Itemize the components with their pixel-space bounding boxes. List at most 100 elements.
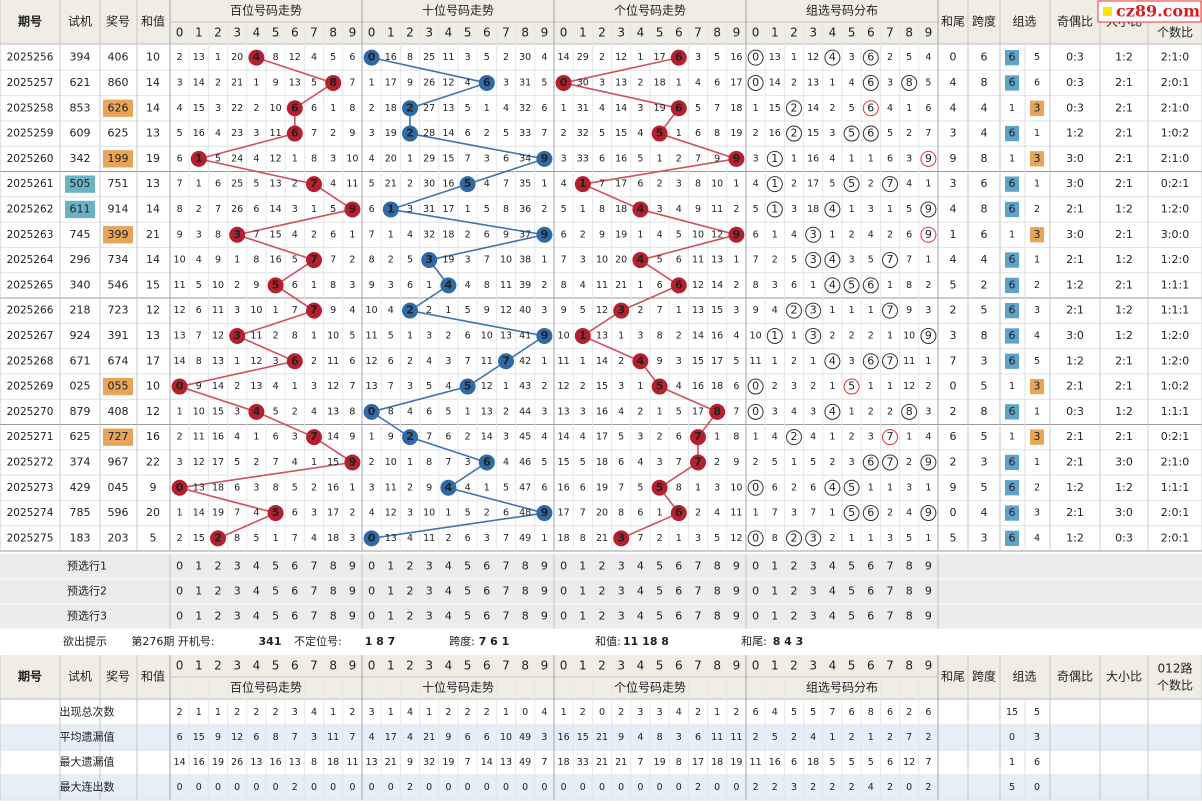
miss-count: 2 <box>676 330 682 341</box>
group-digit: 6 <box>867 76 874 89</box>
stats-value: 0 <box>599 782 605 793</box>
miss-count: 5 <box>330 204 336 215</box>
preselect-digit: 5 <box>464 610 471 623</box>
miss-count: 11 <box>385 482 397 493</box>
miss-count: 8 <box>503 204 509 215</box>
group6-box <box>1005 505 1019 521</box>
header-digit: 9 <box>349 659 357 673</box>
miss-count: 5 <box>253 179 259 190</box>
sum-tail: 2 <box>950 405 957 418</box>
miss-count: 3 <box>465 457 471 468</box>
stats-value: 0 <box>637 782 643 793</box>
hit-ball <box>574 327 591 344</box>
group-ball <box>882 302 898 319</box>
miss-count: 31 <box>577 103 589 114</box>
miss-count: 7 <box>445 457 451 468</box>
stats-value: 0 <box>177 782 183 793</box>
stats-value: 1 <box>215 707 221 718</box>
stats-value: 7 <box>541 757 547 768</box>
row-bg <box>0 449 1202 476</box>
group-digit: 6 <box>867 101 874 114</box>
miss-count: 26 <box>231 204 243 215</box>
hit-ball <box>498 353 514 370</box>
row-bg <box>0 500 1202 526</box>
miss-count: 6 <box>369 204 375 215</box>
miss-count: 12 <box>327 381 339 392</box>
span: 3 <box>981 531 988 544</box>
group-digit: 3 <box>810 531 817 544</box>
preselect-digit: 7 <box>887 585 894 598</box>
group-cell: 1 <box>1034 406 1040 417</box>
miss-count: 14 <box>615 103 627 114</box>
test-number: 671 <box>70 354 91 367</box>
hit-ball <box>286 125 303 142</box>
group-ball <box>862 74 879 91</box>
big-small: 2:1 <box>1115 228 1133 241</box>
odd-even: 2:1 <box>1066 253 1084 266</box>
miss-count: 31 <box>519 77 531 88</box>
miss-count: 5 <box>349 330 355 341</box>
span: 6 <box>981 51 988 64</box>
preselect-digit: 4 <box>637 585 644 598</box>
miss-count: 2 <box>484 128 490 139</box>
miss-count: 3 <box>791 508 797 519</box>
miss-count: 6 <box>753 229 759 240</box>
group-digit: 4 <box>829 278 836 291</box>
group-digit: 4 <box>829 354 836 367</box>
big-small: 2:1 <box>1115 380 1133 393</box>
hit-digit: 3 <box>233 228 241 241</box>
preselect-digit: 3 <box>618 610 625 623</box>
preselect-digit: 5 <box>656 585 663 598</box>
miss-count: 4 <box>599 103 605 114</box>
miss-count: 39 <box>519 280 531 291</box>
miss-count: 6 <box>445 432 451 443</box>
miss-count: 10 <box>327 330 339 341</box>
miss-count: 5 <box>465 508 471 519</box>
miss-count: 9 <box>714 153 720 164</box>
miss-count: 2 <box>791 356 797 367</box>
preselect-digit: 6 <box>483 560 490 573</box>
miss-count: 2 <box>618 356 624 367</box>
miss-count: 2 <box>445 533 451 544</box>
miss-count: 7 <box>925 128 931 139</box>
miss-count: 14 <box>193 77 205 88</box>
miss-count: 1 <box>887 381 893 392</box>
preselect-digit: 0 <box>176 585 183 598</box>
preselect-digit: 3 <box>426 560 433 573</box>
miss-count: 9 <box>599 229 605 240</box>
award-number: 674 <box>108 354 129 367</box>
stats-group: 5 <box>1034 707 1040 718</box>
hit-ball <box>229 226 246 243</box>
miss-count: 2 <box>868 406 874 417</box>
preselect-digit: 7 <box>695 610 702 623</box>
miss-count: 14 <box>711 280 723 291</box>
miss-count: 32 <box>519 103 531 114</box>
miss-count: 9 <box>196 381 202 392</box>
group-cell: 2 <box>1034 204 1040 215</box>
stats-value: 0 <box>215 782 221 793</box>
preselect-digit: 9 <box>925 585 932 598</box>
miss-count: 3 <box>541 406 547 417</box>
stats-value: 2 <box>887 782 893 793</box>
hit-ball <box>306 176 322 193</box>
odd-even: 1:2 <box>1066 531 1084 544</box>
hit-digit: 4 <box>445 278 453 291</box>
miss-count: 3 <box>234 305 240 316</box>
odd-even: 1:2 <box>1066 481 1084 494</box>
hit-ball <box>171 479 188 496</box>
miss-count: 2 <box>369 457 375 468</box>
miss-count: 9 <box>906 305 912 316</box>
header-digit: 9 <box>541 659 549 673</box>
miss-count: 15 <box>711 305 723 316</box>
miss-count: 17 <box>442 204 454 215</box>
miss-count: 3 <box>349 280 355 291</box>
stats-value: 0 <box>484 782 490 793</box>
preselect-digit: 9 <box>925 610 932 623</box>
issue: 2025256 <box>7 52 54 64</box>
miss-count: 2 <box>177 533 183 544</box>
miss-count: 1 <box>541 255 547 266</box>
miss-count: 12 <box>481 381 493 392</box>
miss-count: 22 <box>231 103 243 114</box>
span: 8 <box>981 202 988 215</box>
issue: 2025265 <box>7 279 54 291</box>
